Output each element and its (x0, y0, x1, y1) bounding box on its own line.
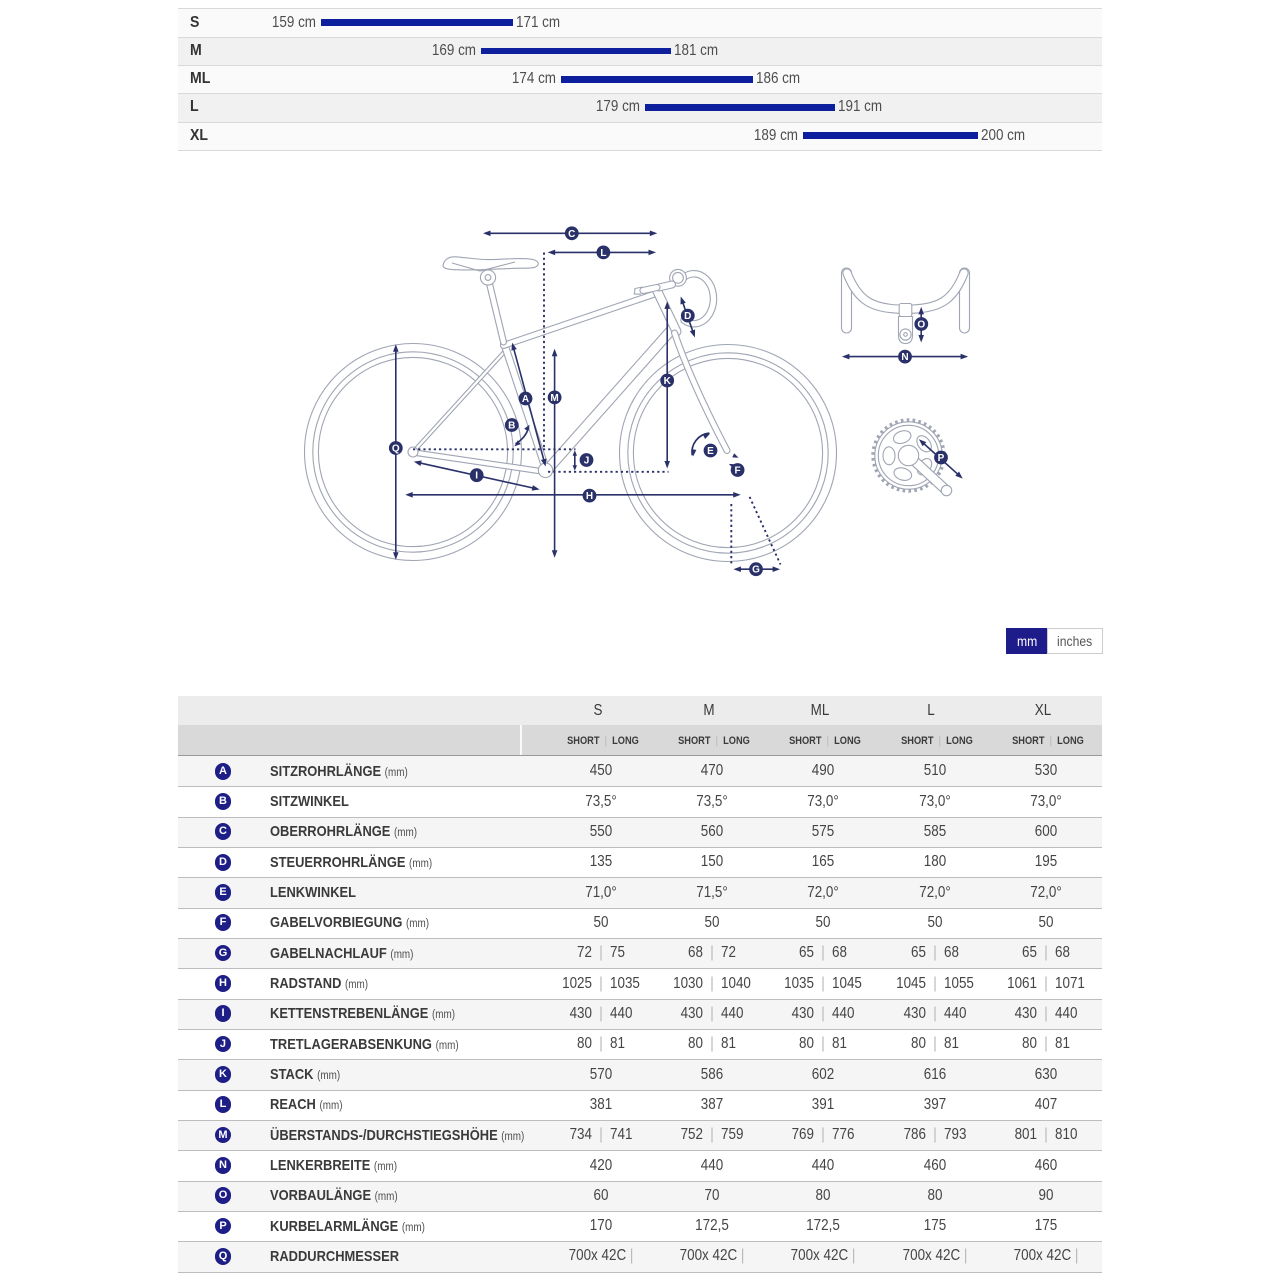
svg-text:I: I (475, 471, 478, 482)
svg-text:E: E (707, 446, 714, 457)
svg-text:Q: Q (392, 444, 400, 455)
svg-text:P: P (938, 453, 945, 464)
svg-text:L: L (600, 248, 606, 259)
svg-text:H: H (586, 491, 593, 502)
svg-text:C: C (568, 229, 575, 240)
svg-text:D: D (684, 311, 691, 322)
svg-text:N: N (901, 352, 908, 363)
svg-text:G: G (752, 565, 760, 576)
svg-text:O: O (917, 320, 925, 331)
svg-text:K: K (664, 376, 672, 387)
svg-text:A: A (522, 394, 529, 405)
svg-text:M: M (550, 393, 558, 404)
svg-text:F: F (735, 466, 741, 477)
svg-text:J: J (584, 456, 590, 467)
svg-text:B: B (508, 421, 515, 432)
